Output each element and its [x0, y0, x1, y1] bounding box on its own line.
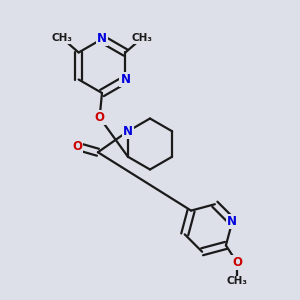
Text: O: O: [232, 256, 242, 269]
Text: CH₃: CH₃: [52, 33, 73, 43]
Text: N: N: [120, 73, 130, 86]
Text: O: O: [72, 140, 82, 153]
Text: N: N: [97, 32, 107, 46]
Text: N: N: [227, 215, 237, 228]
Text: CH₃: CH₃: [131, 33, 152, 43]
Text: CH₃: CH₃: [227, 276, 248, 286]
Text: N: N: [123, 125, 133, 138]
Text: O: O: [94, 111, 105, 124]
